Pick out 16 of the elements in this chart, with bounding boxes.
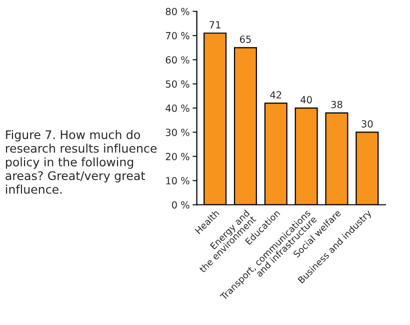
data-label: 30 [362,120,373,128]
data-label: 38 [331,100,342,108]
y-tick-label: 60 % [166,56,190,64]
data-label: 71 [210,21,220,28]
y-tick-label: 30 % [166,128,190,136]
y-tick-label: 0 % [172,201,190,209]
y-tick-label: 20 % [166,152,190,160]
y-tick-label: 50 % [166,80,190,88]
data-label: 42 [270,91,282,98]
y-tick-label: 80 % [166,8,190,16]
text: Figure 7. How much do research results influence policy in the following areas? Great/very great influence. [6,130,157,194]
data-label: 40 [300,96,312,104]
y-tick-label: 70 % [166,32,190,40]
data-label: 65 [240,36,251,43]
y-tick-label: 40 % [166,104,190,112]
y-tick-label: 10 % [166,177,190,184]
